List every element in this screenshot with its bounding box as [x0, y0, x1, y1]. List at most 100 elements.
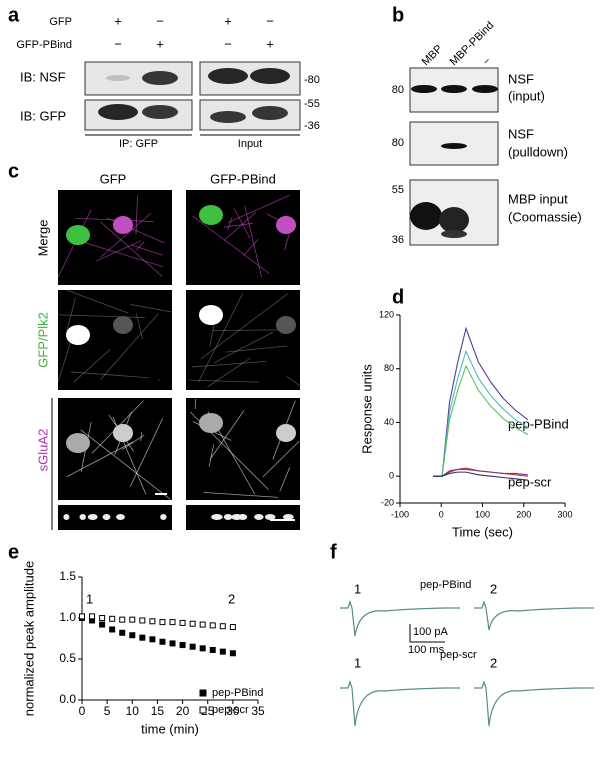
y-tick-label: 1.5 — [59, 569, 76, 583]
puncta — [223, 514, 233, 520]
group-label: IP: GFP — [119, 138, 158, 150]
current-trace — [340, 680, 460, 727]
point — [229, 650, 236, 657]
x-tick-label: 5 — [104, 704, 111, 718]
neurite — [223, 222, 253, 228]
micrograph — [58, 505, 172, 530]
neurite — [71, 238, 164, 268]
puncta — [87, 514, 98, 520]
neurite — [73, 348, 111, 383]
point — [99, 615, 106, 621]
band — [98, 104, 138, 120]
puncta — [264, 514, 276, 520]
mw-marker: 80 — [392, 84, 404, 96]
neurite — [75, 217, 154, 222]
blot-label: (pulldown) — [508, 144, 568, 159]
soma — [199, 413, 223, 433]
current-trace — [340, 600, 460, 637]
x-tick-label: 200 — [516, 509, 531, 519]
column-label: GFP — [100, 171, 127, 186]
neurite — [191, 361, 266, 368]
sign: + — [114, 13, 122, 28]
band — [208, 68, 248, 84]
neurite — [203, 492, 279, 498]
timepoint-label: 2 — [490, 655, 497, 670]
puncta — [282, 514, 294, 520]
x-tick-label: 100 — [475, 509, 490, 519]
point — [209, 646, 216, 653]
point — [169, 619, 176, 626]
band — [439, 207, 469, 233]
puncta — [79, 514, 86, 520]
neurite — [66, 441, 134, 478]
point — [219, 623, 226, 630]
current-trace — [474, 680, 594, 727]
scale-label: 100 pA — [413, 626, 449, 638]
mw-marker: -80 — [304, 74, 320, 86]
point — [79, 613, 85, 620]
x-tick-label: 15 — [151, 704, 165, 718]
row-label: Merge — [35, 220, 50, 257]
panel-letter: b — [392, 4, 404, 26]
column-label: GFP-PBind — [210, 171, 276, 186]
point — [179, 642, 186, 649]
neurite — [100, 313, 159, 380]
neurite — [192, 215, 270, 274]
point — [199, 645, 206, 652]
point — [169, 640, 176, 647]
micrograph — [186, 290, 300, 390]
legend-marker — [199, 689, 207, 697]
soma — [66, 325, 90, 345]
puncta — [211, 514, 223, 520]
point — [99, 621, 106, 628]
legend-label: pep-PBind — [212, 687, 263, 699]
puncta — [63, 514, 70, 520]
point — [119, 629, 126, 636]
y-tick-label: 0.0 — [59, 692, 76, 706]
neurite — [207, 357, 251, 388]
x-tick-label: 20 — [176, 704, 190, 718]
band — [441, 85, 467, 93]
point — [219, 648, 226, 655]
point — [129, 616, 136, 623]
neurite — [244, 205, 263, 278]
annotation: 1 — [86, 591, 93, 606]
neurite — [80, 429, 171, 500]
neurite — [283, 233, 290, 251]
neurite — [135, 195, 138, 235]
x-tick-label: 0 — [79, 704, 86, 718]
y-tick-label: 40 — [384, 417, 394, 427]
neurite — [198, 293, 244, 383]
neurite — [208, 444, 215, 467]
neurite — [135, 313, 143, 340]
soma — [276, 216, 296, 234]
timepoint-label: 1 — [354, 581, 361, 596]
neurite — [227, 216, 233, 231]
y-axis-label: Response units — [359, 364, 374, 454]
neurite — [243, 238, 259, 256]
point — [129, 632, 136, 639]
y-tick-label: 1.0 — [59, 610, 76, 624]
annotation: 2 — [228, 591, 235, 606]
mw-marker: 55 — [392, 184, 404, 196]
sign: − — [114, 36, 122, 51]
blot-label: NSF — [508, 126, 534, 141]
neurite — [59, 314, 145, 318]
mw-marker: 36 — [392, 234, 404, 246]
neurite — [233, 208, 251, 239]
line-series — [433, 471, 528, 481]
blot-label: (input) — [508, 88, 545, 103]
y-axis-label: normalized peak amplitude — [21, 561, 36, 716]
neurite — [214, 331, 274, 364]
soma — [276, 424, 296, 442]
mw-marker: -55 — [304, 98, 320, 110]
y-tick-label: 0.5 — [59, 651, 76, 665]
x-tick-label: 300 — [557, 509, 572, 519]
blot-label: IB: GFP — [20, 108, 66, 123]
band — [142, 71, 178, 85]
row-label: GFP — [49, 16, 72, 28]
neurite — [279, 467, 291, 492]
neurite — [212, 329, 287, 331]
band — [472, 85, 498, 93]
neurite — [131, 244, 164, 256]
